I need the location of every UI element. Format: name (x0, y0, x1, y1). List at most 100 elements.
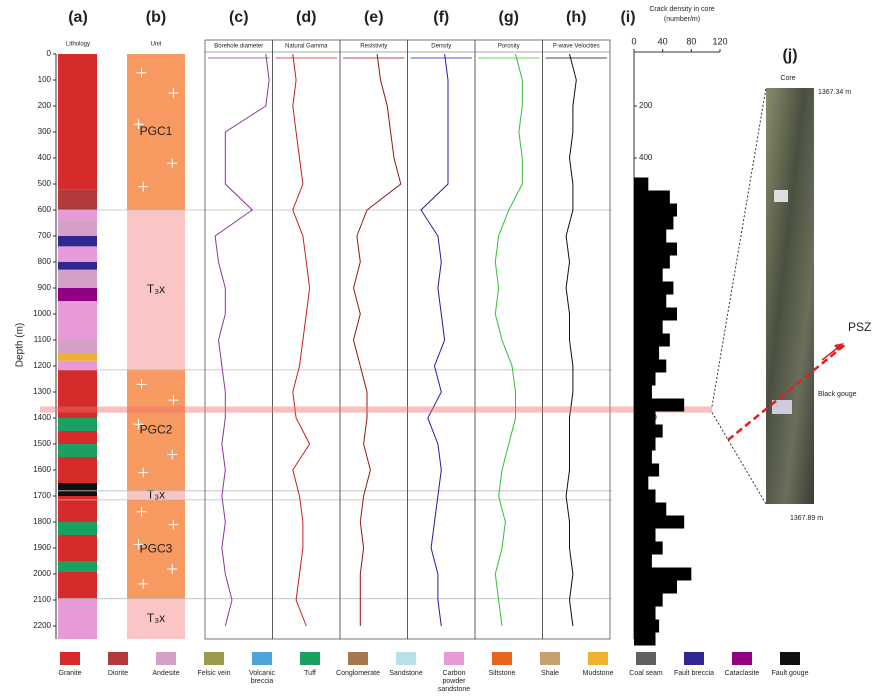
legend-label: Diorite (95, 670, 141, 678)
panel-letter: (f) (433, 9, 449, 26)
crack-bar (634, 620, 659, 633)
legend-label: Mudstone (575, 670, 621, 678)
depth-tick-label: 1700 (33, 491, 51, 500)
legend-label: Coal seam (623, 670, 669, 678)
depth-tick-label: 1900 (33, 543, 51, 552)
legend-label: Sandstone (383, 670, 429, 678)
crack-bar (634, 204, 677, 217)
crack-bar (634, 633, 656, 646)
panel-letter: (g) (499, 9, 519, 26)
column-label: Lithology (66, 42, 90, 48)
log-curve (215, 54, 269, 626)
crack-title: Crack density in core (649, 6, 714, 13)
crack-bar (634, 178, 648, 191)
crack-bar (634, 386, 652, 399)
legend-label: Felsic vein (191, 670, 237, 678)
legend-swatch (156, 652, 176, 665)
crack-bar (634, 347, 659, 360)
crack-bar (634, 503, 666, 516)
lithology-interval (58, 561, 97, 571)
depth-tick-label: 1100 (34, 335, 52, 344)
crack-bar (634, 581, 677, 594)
legend-swatch (348, 652, 368, 665)
depth-tick-label: 0 (47, 49, 52, 58)
panel-letter: (a) (68, 9, 88, 26)
crack-bar (634, 295, 666, 308)
panel-letter: (e) (364, 9, 384, 26)
lithology-interval (58, 361, 97, 370)
crack-bar (634, 269, 663, 282)
panel-letter: (b) (146, 9, 166, 26)
crack-bar (634, 594, 663, 607)
lithology-interval (58, 522, 97, 535)
legend-label: Fault breccia (671, 670, 717, 678)
depth-tick-label: 2100 (33, 595, 51, 604)
log-curve (495, 54, 522, 626)
column-label: Unit (151, 42, 162, 48)
lithology-interval (58, 220, 97, 236)
lithology-interval (58, 340, 97, 353)
legend-swatch (540, 652, 560, 665)
log-curve (421, 54, 448, 626)
lithology-interval (58, 288, 97, 301)
panel-letter: (h) (566, 9, 586, 26)
lithology-interval (58, 483, 97, 496)
lithology-interval (58, 54, 97, 189)
track-frame (475, 40, 543, 639)
depth-tick-label: 100 (38, 75, 52, 84)
core-label: Core (780, 75, 795, 82)
depth-tick-label: 1000 (33, 309, 51, 318)
depth-tick-label: 800 (38, 257, 52, 266)
lithology-interval (58, 301, 97, 340)
page: { "depth_axis": {"label": "Depth (m)", "… (0, 0, 878, 700)
lithology-interval (58, 353, 97, 361)
lithology-interval (58, 262, 97, 270)
crack-bar (634, 451, 652, 464)
crack-bar (634, 529, 656, 542)
legend-swatch (252, 652, 272, 665)
crack-bar (634, 477, 648, 490)
track-title: Density (431, 44, 451, 50)
crack-bar (634, 412, 656, 425)
lithology-interval (58, 246, 97, 262)
legend-label: Tuff (287, 670, 333, 678)
crack-bar (634, 321, 663, 334)
legend-label: Volcanic breccia (239, 670, 285, 686)
log-curve (566, 54, 576, 626)
track-frame (408, 40, 476, 639)
track-frame (273, 40, 341, 639)
track-frame (340, 40, 408, 639)
depth-tick-label: 300 (38, 127, 52, 136)
panel-letter: (i) (620, 9, 635, 26)
crack-bar (634, 282, 673, 295)
x-tick-label: 0 (631, 36, 636, 46)
legend-label: Carbon powder sandstone (431, 670, 477, 694)
lithology-interval (58, 571, 97, 598)
legend-swatch (636, 652, 656, 665)
legend-label: Granite (47, 670, 93, 678)
crack-bar (634, 555, 652, 568)
track-title: Borehole diameter (214, 44, 263, 50)
crack-bar (634, 425, 663, 438)
depth-tick-label: 500 (38, 179, 52, 188)
lithology-interval (58, 418, 97, 431)
crack-bar (634, 464, 659, 477)
track-title: Resistivity (360, 44, 387, 50)
legend-swatch (444, 652, 464, 665)
track-title: Natural Gamma (285, 44, 328, 50)
crack-bar (634, 438, 656, 451)
depth-tick-label: 1600 (33, 465, 51, 474)
legend-swatch (732, 652, 752, 665)
unit-label: T₃x (147, 282, 165, 296)
log-curve (354, 54, 401, 626)
log-curve (293, 54, 310, 626)
legend-swatch (60, 652, 80, 665)
legend-swatch (588, 652, 608, 665)
plot: 0100200300400500600700800900100011001200… (33, 9, 800, 665)
depth-tick-label: 2000 (33, 569, 51, 578)
depth-tick-label: 1400 (33, 413, 51, 422)
crack-bar (634, 256, 670, 269)
core-guide (712, 413, 766, 504)
legend-swatch (684, 652, 704, 665)
depth-tick-label: 900 (38, 283, 52, 292)
